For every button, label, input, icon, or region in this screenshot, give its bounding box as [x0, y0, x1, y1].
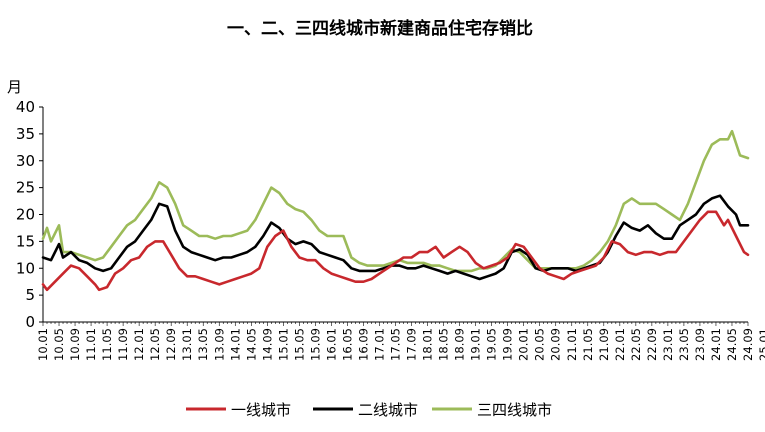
y-tick-label: 0	[25, 313, 35, 331]
y-tick-label: 15	[16, 232, 35, 250]
x-tick-label: 20.09	[549, 328, 563, 361]
x-tick-label: 24.01	[709, 328, 723, 361]
y-tick-label: 25	[16, 179, 35, 197]
x-tick-label: 16.05	[340, 328, 354, 361]
legend: 一线城市 二线城市 三四线城市	[186, 401, 552, 419]
x-tick-label: 25.01	[757, 328, 765, 361]
x-tick-label: 23.09	[693, 328, 707, 361]
x-tick-label: 16.09	[356, 328, 370, 361]
x-tick-label: 13.01	[180, 328, 194, 361]
x-tick-label: 20.05	[533, 328, 547, 361]
x-tick-label: 19.09	[501, 328, 515, 361]
x-tick-label: 12.05	[148, 328, 162, 361]
chart-title: 一、二、三四线城市新建商品住宅存销比	[227, 18, 533, 39]
series-line-1	[41, 210, 750, 292]
x-tick-label: 18.09	[453, 328, 467, 361]
x-tick-label: 22.01	[613, 328, 627, 361]
x-tick-label: 11.09	[116, 328, 130, 361]
x-tick-label: 19.01	[469, 328, 483, 361]
x-tick-label: 15.05	[292, 328, 306, 361]
x-tick-label: 21.09	[597, 328, 611, 361]
x-tick-label: 15.09	[308, 328, 322, 361]
x-tick-label: 10.01	[36, 328, 50, 361]
legend-label-1: 一线城市	[231, 401, 291, 419]
x-tick-label: 17.09	[405, 328, 419, 361]
x-tick-label: 16.01	[324, 328, 338, 361]
x-tick-label: 18.05	[437, 328, 451, 361]
y-tick-label: 20	[16, 206, 35, 224]
x-tick-label: 21.05	[581, 328, 595, 361]
legend-label-3: 三四线城市	[477, 401, 552, 419]
x-tick-label: 11.01	[84, 328, 98, 361]
x-tick-label: 13.05	[196, 328, 210, 361]
x-tick-label: 23.01	[661, 328, 675, 361]
x-tick-label: 10.05	[52, 328, 66, 361]
y-axis-unit: 月	[7, 78, 22, 96]
x-tick-label: 24.05	[725, 328, 739, 361]
x-tick-label: 18.01	[421, 328, 435, 361]
x-tick-label: 14.09	[260, 328, 274, 361]
x-tick-label: 13.09	[212, 328, 226, 361]
series-line-2	[41, 194, 750, 281]
y-tick-label: 40	[16, 98, 35, 116]
x-tick-label: 14.05	[244, 328, 258, 361]
x-tick-label: 17.05	[389, 328, 403, 361]
x-tick-label: 11.05	[100, 328, 114, 361]
x-tick-label: 14.01	[228, 328, 242, 361]
y-tick-label: 30	[16, 152, 35, 170]
y-tick-label: 5	[25, 286, 35, 304]
x-tick-label: 24.09	[741, 328, 755, 361]
x-tick-label: 20.01	[517, 328, 531, 361]
x-tick-label: 12.09	[164, 328, 178, 361]
x-tick-label: 22.05	[629, 328, 643, 361]
series-line-3	[41, 129, 750, 273]
legend-label-2: 二线城市	[358, 401, 418, 419]
x-tick-label: 15.01	[276, 328, 290, 361]
x-tick-label: 21.01	[565, 328, 579, 361]
x-tick-label: 10.09	[68, 328, 82, 361]
x-tick-label: 17.01	[372, 328, 386, 361]
x-tick-label: 22.09	[645, 328, 659, 361]
y-tick-label: 10	[16, 259, 35, 277]
x-tick-label: 12.01	[132, 328, 146, 361]
x-tick-label: 23.05	[677, 328, 691, 361]
x-tick-label: 19.05	[485, 328, 499, 361]
y-tick-label: 35	[16, 125, 35, 143]
